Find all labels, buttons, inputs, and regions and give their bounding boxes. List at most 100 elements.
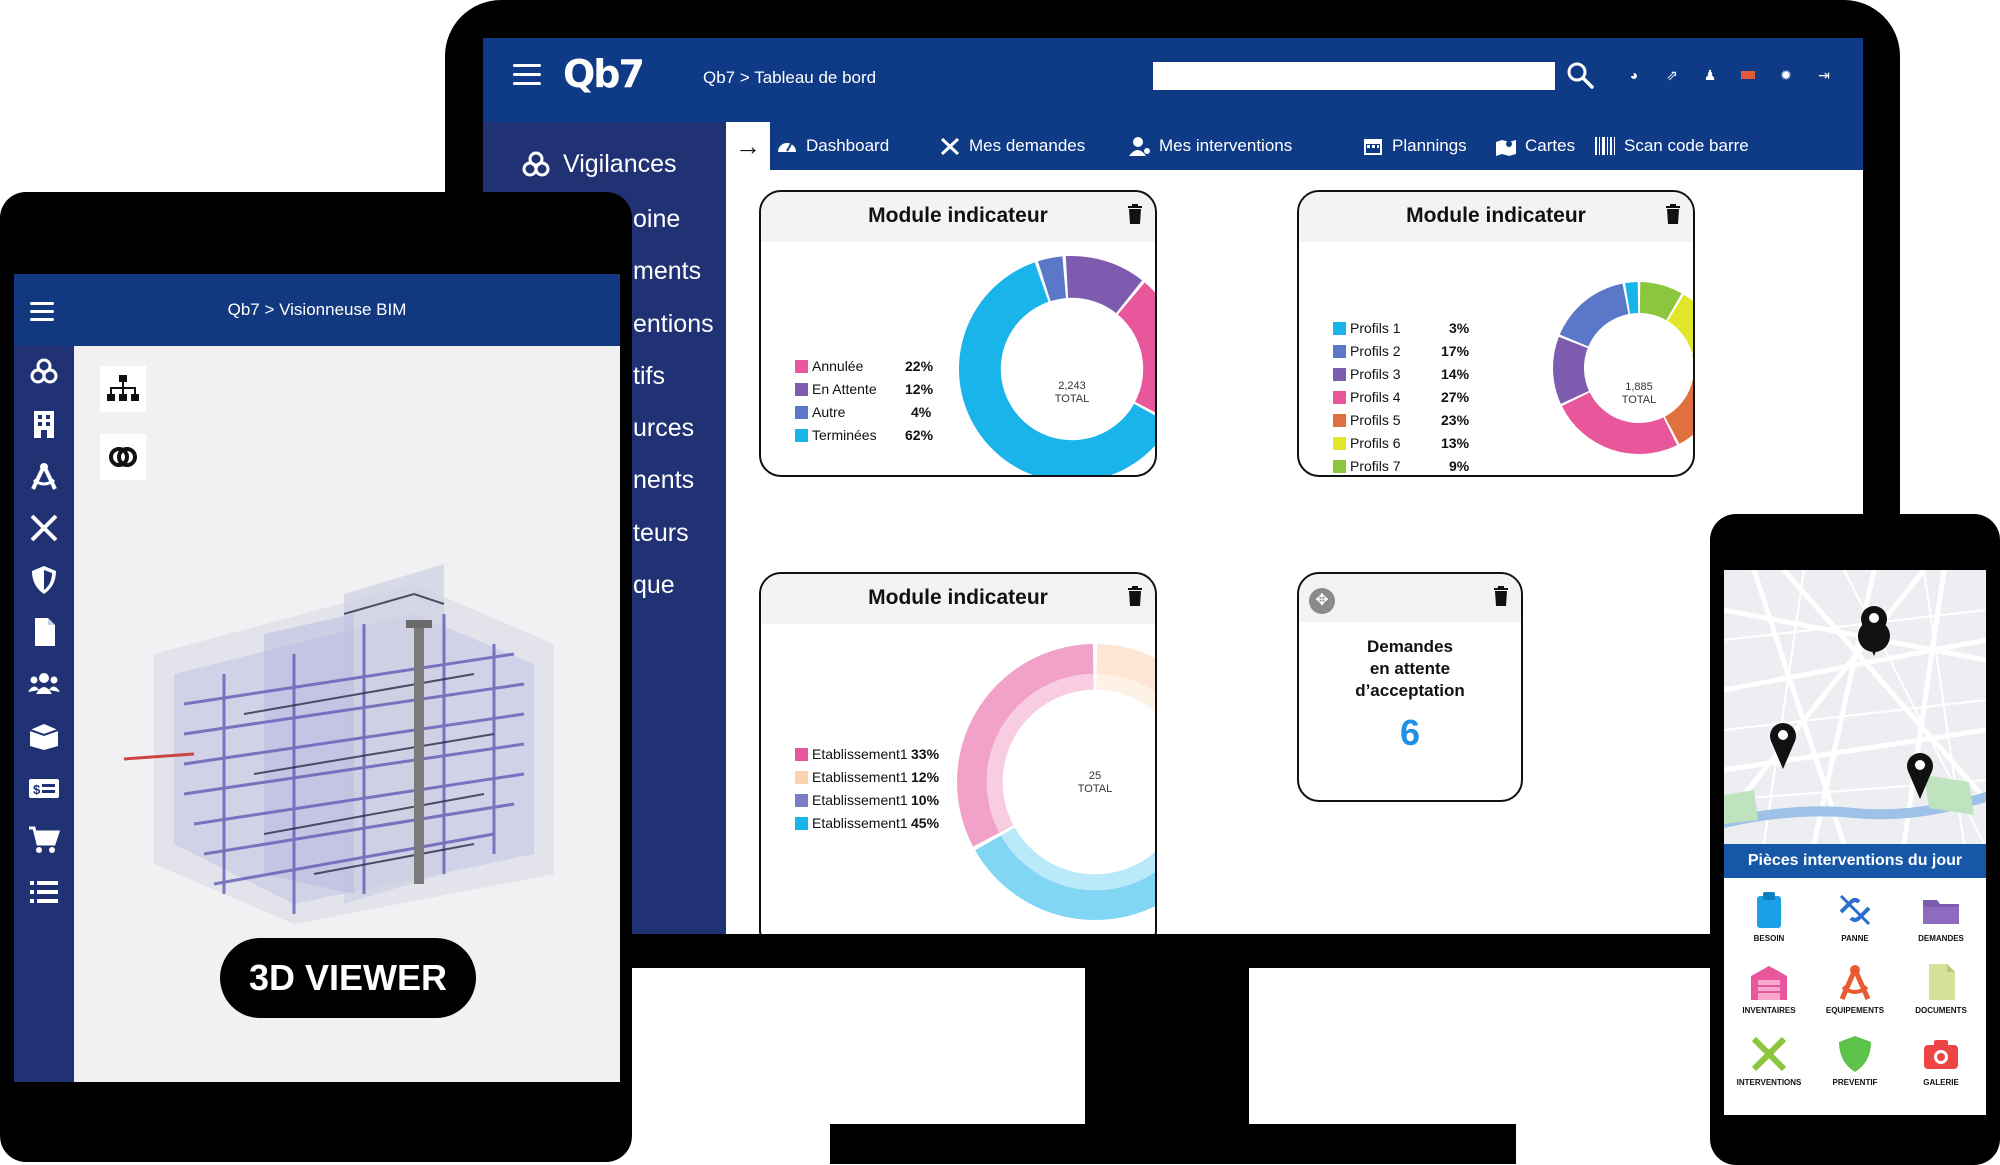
sidebar-item-label: teurs — [633, 519, 689, 547]
legend-item: Profils 7 — [1333, 458, 1401, 474]
donut-slice-profils-1-0[interactable] — [1625, 282, 1639, 314]
tile-galerie[interactable]: GALERIE — [1898, 1034, 1984, 1087]
tools-icon[interactable] — [28, 512, 60, 544]
sidebar-item-patrimoine[interactable]: oine — [633, 205, 680, 234]
tile-label: DEMANDES — [1918, 934, 1964, 943]
tab-label: Scan code barre — [1624, 136, 1749, 155]
cart-icon[interactable] — [28, 824, 60, 856]
donut-slice-profils-2-1[interactable] — [1559, 283, 1629, 347]
tile-equipements[interactable]: EQUIPEMENTS — [1812, 962, 1898, 1015]
trash-icon[interactable] — [1493, 586, 1509, 606]
indicator-card: Module indicateur Etablissement1 33% Eta… — [759, 572, 1157, 934]
map-view[interactable] — [1724, 570, 1986, 844]
palette-icon[interactable]: ◕ — [1629, 67, 1639, 83]
tab-mes-interventions[interactable]: Mes interventions — [1129, 136, 1292, 156]
donut-slice-annulée-0[interactable] — [1117, 282, 1157, 422]
tab-cartes[interactable]: Cartes — [1495, 136, 1575, 156]
donut-slice-profils-4-3[interactable] — [1561, 392, 1678, 454]
donut-slice-en-attente-1[interactable] — [1065, 256, 1143, 314]
pending-requests-card: ✥ Demandes en attente d’acceptation 6 — [1297, 572, 1523, 802]
3d-viewer-button[interactable]: 3D VIEWER — [220, 938, 476, 1018]
tab-mes-demandes[interactable]: Mes demandes — [939, 136, 1085, 156]
sidebar-item-interventions[interactable]: entions — [633, 310, 714, 339]
card-title: Module indicateur — [868, 586, 1048, 609]
legend-swatch — [795, 382, 808, 396]
tile-panne[interactable]: PANNE — [1812, 890, 1898, 943]
donut-slice-profils-5-4[interactable] — [1664, 347, 1695, 444]
tile-interventions[interactable]: INTERVENTIONS — [1726, 1034, 1812, 1087]
compass-icon[interactable] — [28, 460, 60, 492]
app-logo[interactable]: Qb7 — [563, 52, 645, 96]
tile-besoin[interactable]: BESOIN — [1726, 890, 1812, 943]
sidebar-item-historique[interactable]: que — [633, 571, 675, 600]
donut-slice-inner-ring-0 — [986, 673, 1094, 833]
search-input[interactable] — [1153, 62, 1555, 90]
donut-slice-autre-2[interactable] — [1037, 256, 1066, 302]
sidebar-item-ressources[interactable]: urces — [633, 414, 694, 443]
search-icon[interactable] — [1565, 60, 1595, 90]
biohazard-icon — [522, 151, 550, 177]
donut-slice-profils-7-6[interactable] — [1639, 282, 1682, 321]
donut-slice-profils-3-2[interactable] — [1553, 336, 1589, 404]
trash-icon[interactable] — [1127, 204, 1143, 224]
move-icon[interactable]: ✥ — [1309, 588, 1335, 614]
tile-inventaires[interactable]: INVENTAIRES — [1726, 962, 1812, 1015]
donut-slice-profils-6-5[interactable] — [1667, 294, 1695, 353]
arrow-right-icon[interactable]: → — [726, 122, 770, 170]
trash-icon[interactable] — [1665, 204, 1681, 224]
tile-demandes[interactable]: DEMANDES — [1898, 890, 1984, 943]
file-icon[interactable] — [28, 616, 60, 648]
tab-scan-code-barre[interactable]: Scan code barre — [1594, 136, 1749, 156]
list-icon[interactable] — [28, 876, 60, 908]
sidebar-item-indicateurs[interactable]: teurs — [633, 519, 689, 548]
tile-label: INVENTAIRES — [1742, 1006, 1796, 1015]
legend-item: Etablissement1 — [795, 746, 908, 762]
sidebar-item-label: tifs — [633, 362, 665, 390]
tile-preventif[interactable]: PREVENTIF — [1812, 1034, 1898, 1087]
users-icon[interactable] — [28, 668, 60, 700]
box-icon[interactable] — [28, 720, 60, 752]
calendar-icon — [1364, 139, 1382, 155]
legend-swatch — [795, 770, 808, 784]
donut-total: 2,243 TOTAL — [1042, 380, 1102, 406]
user-icon[interactable]: ♟ — [1703, 66, 1717, 83]
sidebar-item-vigilances[interactable]: Vigilances — [521, 150, 677, 180]
legend-value: 4% — [911, 404, 932, 420]
building-icon[interactable] — [28, 408, 60, 440]
donut-total-value: 2,243 — [1058, 380, 1086, 392]
tab-plannings[interactable]: Plannings — [1362, 136, 1467, 156]
legend-value: 3% — [1449, 320, 1470, 336]
tab-dashboard[interactable]: Dashboard — [776, 136, 889, 156]
gauge-icon — [778, 143, 796, 152]
legend-swatch — [1333, 459, 1346, 473]
desktop-screen: Qb7 Qb7 > Tableau de bord ◕ ⇗ ♟ ✹ ⇥ — [483, 38, 1863, 934]
hierarchy-tool-button[interactable] — [100, 366, 146, 412]
link-tool-button[interactable] — [100, 434, 146, 480]
sidebar-item-equipements[interactable]: ments — [633, 257, 701, 286]
hamburger-menu-icon[interactable] — [513, 64, 541, 86]
tablet-sidebar: $ — [14, 346, 74, 1082]
legend-item: Etablissement1 — [795, 769, 908, 785]
money-card-icon[interactable]: $ — [28, 772, 60, 804]
mail-icon[interactable] — [1729, 64, 1767, 86]
donut-slice-etablissement1-0[interactable] — [957, 644, 1094, 847]
sidebar-item-documents[interactable]: nents — [633, 466, 694, 495]
trash-icon[interactable] — [1127, 586, 1143, 606]
gear-icon[interactable]: ✹ — [1780, 66, 1792, 83]
camera-icon — [1924, 1040, 1958, 1069]
logout-icon[interactable]: ⇥ — [1818, 66, 1830, 83]
legend-label: Etablissement1 — [812, 792, 908, 808]
external-link-icon[interactable]: ⇗ — [1666, 66, 1678, 83]
biohazard-icon[interactable] — [28, 356, 60, 388]
legend-item: Terminées — [795, 427, 877, 443]
legend-label: Profils 2 — [1350, 343, 1401, 359]
donut-slice-terminées-3[interactable] — [959, 262, 1157, 477]
legend-label: Profils 4 — [1350, 389, 1401, 405]
legend-label: Etablissement1 — [812, 769, 908, 785]
shield-icon[interactable] — [28, 564, 60, 596]
legend-item: Autre — [795, 404, 845, 420]
bim-3d-model[interactable] — [114, 474, 584, 924]
sidebar-item-preventifs[interactable]: tifs — [633, 362, 665, 391]
tile-documents[interactable]: DOCUMENTS — [1898, 962, 1984, 1015]
hamburger-menu-icon[interactable] — [30, 302, 54, 322]
